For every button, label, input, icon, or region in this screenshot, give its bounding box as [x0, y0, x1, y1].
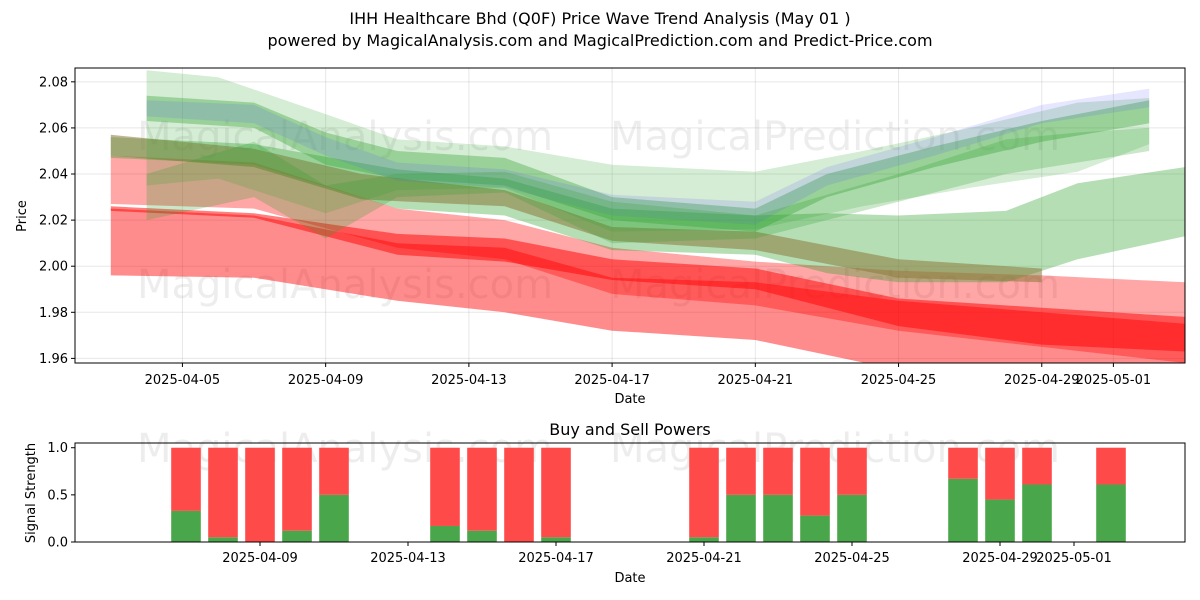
sell-bar: [948, 447, 978, 479]
buy-bar: [800, 515, 830, 542]
y-tick-label: 1.98: [39, 306, 68, 321]
plot-frame: [74, 442, 1186, 543]
y-tick-label: 2.00: [39, 260, 68, 275]
y-tick-label: 1.0: [47, 441, 68, 456]
trend-band-green: [146, 127, 1150, 244]
bars: [171, 447, 1126, 542]
x-tick-label: 2025-05-01: [1076, 373, 1152, 388]
x-tick-label: 2025-04-17: [574, 373, 650, 388]
sell-bar: [208, 447, 238, 538]
buy-bar: [726, 494, 756, 542]
sell-bar: [541, 447, 571, 538]
trend-band-green: [146, 95, 1150, 232]
buy-bar: [430, 525, 460, 542]
x-tick-label: 2025-04-25: [814, 551, 890, 566]
y-tick-label: 2.02: [39, 214, 68, 229]
watermark-text: MagicalPrediction.com: [610, 426, 1060, 472]
y-tick-label: 2.06: [39, 121, 68, 136]
bar-chart-title: Buy and Sell Powers: [549, 420, 711, 439]
sell-bar: [467, 447, 497, 531]
x-tick-label: 2025-04-17: [518, 551, 594, 566]
chart-title: IHH Healthcare Bhd (Q0F) Price Wave Tren…: [349, 9, 851, 28]
x-tick-label: 2025-04-05: [145, 373, 221, 388]
x-tick-label: 2025-04-21: [666, 551, 742, 566]
watermark-text: MagicalPrediction.com: [610, 114, 1060, 160]
trend-band-brown: [110, 134, 1042, 283]
sell-bar: [1022, 447, 1052, 485]
band-layer: [110, 70, 1185, 363]
y-tick-label: 2.08: [39, 75, 68, 90]
sell-bar: [837, 447, 867, 495]
buy-bar: [208, 537, 238, 542]
buy-bar: [541, 537, 571, 542]
y-ticks: 0.0 0.5 1.0: [47, 441, 75, 551]
x-tick-label: 2025-04-13: [431, 373, 507, 388]
bands: [110, 70, 1185, 363]
sell-bar: [763, 447, 793, 495]
buy-bar: [689, 537, 719, 542]
y-tick-label: 1.96: [39, 352, 68, 367]
buy-bar: [948, 478, 978, 542]
x-axis-label: Date: [614, 571, 645, 586]
sell-bar: [282, 447, 312, 531]
buy-bar: [837, 494, 867, 542]
trend-band-blue: [146, 88, 1150, 225]
buy-bar: [282, 530, 312, 542]
y-tick-label: 0.5: [47, 488, 68, 503]
x-ticks: 2025-04-05 2025-04-09 2025-04-13 2025-04-17…: [145, 363, 1152, 388]
y-axis-label: Price: [15, 200, 30, 232]
x-tick-label: 2025-04-09: [288, 373, 364, 388]
x-tick-label: 2025-04-29: [1004, 373, 1080, 388]
x-tick-label: 2025-04-29: [962, 551, 1038, 566]
buy-bar: [763, 494, 793, 542]
sell-bar: [800, 447, 830, 516]
x-ticks: 2025-04-09 2025-04-13 2025-04-17 2025-04-21…: [222, 542, 1112, 566]
x-tick-label: 2025-04-09: [222, 551, 298, 566]
trend-band-green: [110, 137, 1185, 283]
x-axis-label: Date: [614, 392, 645, 407]
plot-frame: [74, 67, 1186, 364]
trend-band-green: [146, 70, 1150, 232]
buy-bar: [467, 530, 497, 542]
y-ticks: 1.96 1.98 2.00 2.02 2.04 2.06 2.08: [39, 75, 75, 367]
sell-bar: [726, 447, 756, 495]
y-tick-label: 2.04: [39, 168, 68, 183]
sell-bar: [319, 447, 349, 495]
x-tick-label: 2025-04-25: [861, 373, 937, 388]
sell-bar: [504, 447, 534, 542]
buy-bar: [1096, 484, 1126, 542]
y-axis-label: Signal Strength: [24, 443, 39, 543]
sell-bar: [430, 447, 460, 526]
buy-bar: [171, 510, 201, 542]
x-tick-label: 2025-04-21: [718, 373, 794, 388]
buy-bar: [319, 494, 349, 542]
sell-bar: [245, 447, 275, 542]
sell-bar: [689, 447, 719, 538]
chart-subtitle: powered by MagicalAnalysis.com and Magic…: [267, 31, 933, 50]
sell-bar: [1096, 447, 1126, 485]
sell-bar: [985, 447, 1015, 500]
watermark-text: MagicalAnalysis.com: [137, 262, 553, 308]
trend-band-red: [110, 206, 1185, 352]
x-tick-label: 2025-05-01: [1036, 551, 1112, 566]
buy-bar: [1022, 484, 1052, 542]
y-tick-label: 0.0: [47, 536, 68, 551]
sell-bar: [171, 447, 201, 511]
x-tick-label: 2025-04-13: [370, 551, 446, 566]
buy-bar: [985, 499, 1015, 542]
